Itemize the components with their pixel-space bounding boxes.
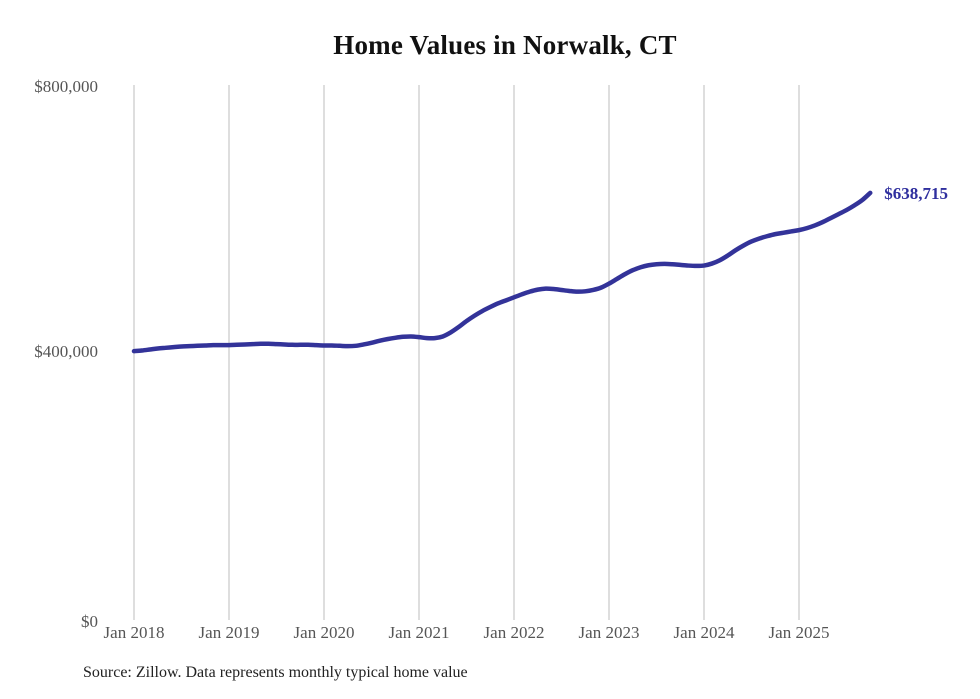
x-axis-tick-jan-2019: Jan 2019 bbox=[198, 623, 260, 642]
x-axis-tick-jan-2024: Jan 2024 bbox=[673, 623, 735, 642]
gridlines-group bbox=[133, 85, 800, 620]
x-axis-tick-jan-2025: Jan 2025 bbox=[768, 623, 830, 642]
source-note: Source: Zillow. Data represents monthly … bbox=[83, 664, 468, 681]
x-axis-tick-jan-2020: Jan 2020 bbox=[293, 623, 355, 642]
x-axis-tick-jan-2018: Jan 2018 bbox=[103, 623, 165, 642]
x-axis-tick-jan-2021: Jan 2021 bbox=[388, 623, 450, 642]
x-axis-tick-jan-2022: Jan 2022 bbox=[483, 623, 545, 642]
y-axis-tick-400000: $400,000 bbox=[34, 342, 98, 361]
x-axis-tick-jan-2023: Jan 2023 bbox=[578, 623, 640, 642]
chart-title: Home Values in Norwalk, CT bbox=[333, 30, 677, 60]
data-series-line bbox=[131, 190, 873, 354]
y-axis-tick-0: $0 bbox=[81, 612, 98, 631]
end-value-annotation: $638,715 bbox=[884, 183, 948, 203]
y-axis-tick-800000: $800,000 bbox=[34, 77, 98, 96]
